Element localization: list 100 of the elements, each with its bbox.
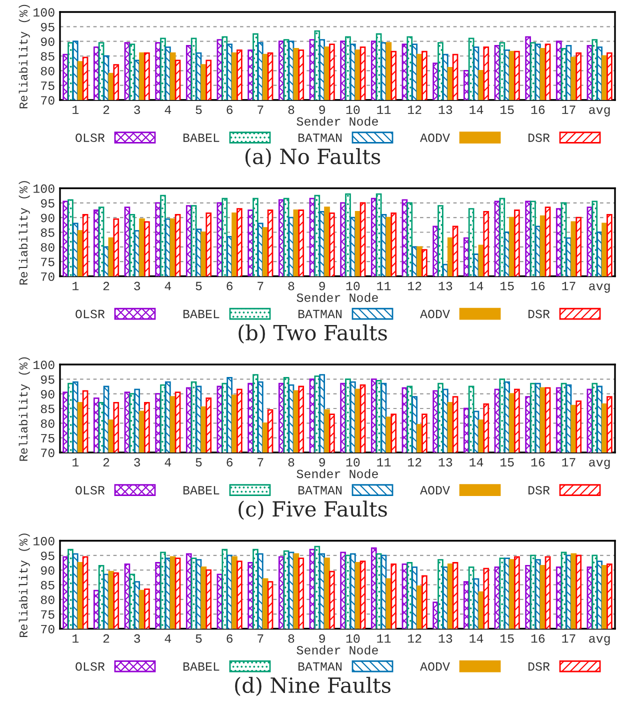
x-tick-label: 16	[531, 106, 545, 114]
x-tick-label: 11	[377, 282, 391, 290]
y-tick-label: 95	[40, 199, 54, 208]
x-tick-label: 9	[319, 634, 325, 643]
x-tick-label: 14	[470, 458, 484, 466]
legend-label: BATMAN	[298, 310, 342, 318]
x-tick-label: 1	[72, 458, 79, 466]
x-tick-label: 11	[377, 634, 391, 643]
y-tick-label: 85	[40, 404, 54, 414]
y-tick-label: 70	[41, 272, 54, 281]
x-tick-label: 9	[319, 458, 325, 467]
x-tick-label: 13	[438, 282, 452, 290]
x-tick-label: 3	[134, 458, 140, 467]
x-tick-label: 3	[134, 634, 140, 643]
y-tick-label: 100	[34, 536, 54, 546]
y-tick-label: 90	[40, 38, 54, 46]
y-tick-label: 100	[34, 360, 54, 370]
legend-label: OLSR	[76, 134, 105, 142]
y-tick-label: 80	[40, 66, 54, 76]
y-tick-label: 80	[40, 419, 54, 428]
x-tick-label: 11	[377, 106, 391, 114]
x-tick-label: 8	[288, 106, 294, 114]
x-tick-label: 7	[258, 634, 264, 643]
x-tick-label: 2	[103, 634, 110, 643]
x-tick-label: avg	[589, 460, 610, 470]
y-tick-label: 85	[40, 228, 54, 237]
x-tick-label: avg	[589, 107, 610, 117]
x-tick-label: 7	[258, 282, 264, 290]
x-tick-label: 10	[346, 458, 360, 467]
x-tick-label: 9	[319, 282, 325, 290]
y-tick-label: 90	[40, 214, 54, 222]
x-tick-label: 12	[408, 282, 422, 290]
x-tick-label: 5	[196, 634, 202, 643]
y-tick-label: 100	[34, 8, 54, 17]
x-tick-label: 16	[531, 634, 545, 643]
legend-label: DSR	[528, 486, 550, 494]
y-tick-label: 85	[40, 52, 54, 61]
x-tick-label: 2	[103, 106, 110, 114]
x-tick-label: 8	[288, 458, 294, 467]
x-tick-label: 16	[531, 458, 545, 467]
y-tick-label: 70	[41, 96, 54, 105]
x-tick-label: 10	[346, 282, 360, 290]
x-tick-label: 13	[438, 634, 452, 643]
legend-label: DSR	[528, 662, 550, 671]
legend-label: DSR	[528, 134, 550, 142]
x-tick-label: 12	[408, 458, 422, 466]
x-tick-label: 8	[288, 634, 294, 643]
x-tick-label: 17	[562, 282, 576, 290]
text: (c) Five Faults	[238, 500, 387, 520]
x-tick-label: 14	[470, 282, 484, 290]
x-tick-label: 4	[164, 282, 172, 290]
y-tick-label: 80	[40, 596, 54, 604]
x-axis-title: Sender Node	[296, 469, 378, 478]
legend-label: BATMAN	[298, 134, 342, 142]
x-tick-label: 15	[500, 282, 514, 290]
legend-label: AODV	[420, 310, 450, 318]
x-tick-label: 2	[103, 458, 110, 466]
legend-label: BATMAN	[298, 662, 342, 671]
x-axis-title: Sender Node	[296, 292, 378, 302]
x-tick-label: 17	[562, 634, 576, 643]
x-tick-label: 3	[134, 282, 140, 290]
legend-label: AODV	[420, 134, 450, 142]
legend-label: BABEL	[183, 486, 220, 494]
legend-label: BATMAN	[298, 486, 342, 494]
x-tick-label: 8	[288, 282, 294, 290]
x-tick-label: 5	[196, 282, 202, 290]
y-axis-title: Reliability (%)	[18, 357, 30, 461]
x-tick-label: 12	[408, 634, 422, 643]
x-tick-label: 6	[226, 282, 233, 290]
x-tick-label: 13	[438, 458, 452, 467]
y-tick-label: 70	[41, 448, 54, 458]
x-tick-label: 2	[103, 282, 110, 290]
y-tick-label: 70	[41, 624, 54, 634]
x-tick-label: 1	[72, 634, 79, 643]
x-tick-label: 6	[226, 106, 233, 114]
y-tick-label: 75	[41, 82, 54, 90]
x-tick-label: 1	[72, 282, 79, 290]
x-tick-label: 5	[196, 458, 202, 467]
legend-label: BABEL	[183, 662, 220, 671]
x-tick-label: 13	[438, 106, 452, 114]
legend-label: AODV	[420, 662, 450, 671]
legend-label: AODV	[420, 486, 450, 494]
y-tick-label: 85	[40, 580, 54, 590]
y-tick-label: 75	[41, 610, 54, 619]
x-tick-label: 17	[562, 458, 576, 466]
x-tick-label: 5	[196, 106, 202, 114]
y-tick-label: 80	[40, 243, 54, 252]
legend-label: DSR	[528, 310, 550, 318]
y-tick-label: 95	[40, 22, 54, 32]
x-tick-label: 7	[258, 458, 264, 466]
y-tick-label: 90	[40, 566, 54, 575]
legend-label: OLSR	[76, 310, 105, 318]
text: (a) No Faults	[245, 148, 380, 168]
legend-label: BABEL	[183, 310, 220, 318]
x-tick-label: 16	[531, 282, 545, 290]
x-tick-label: 4	[164, 634, 172, 643]
x-tick-label: 9	[319, 106, 325, 114]
x-tick-label: avg	[589, 636, 610, 646]
legend-label: BABEL	[183, 134, 220, 142]
x-tick-label: 7	[258, 106, 264, 114]
